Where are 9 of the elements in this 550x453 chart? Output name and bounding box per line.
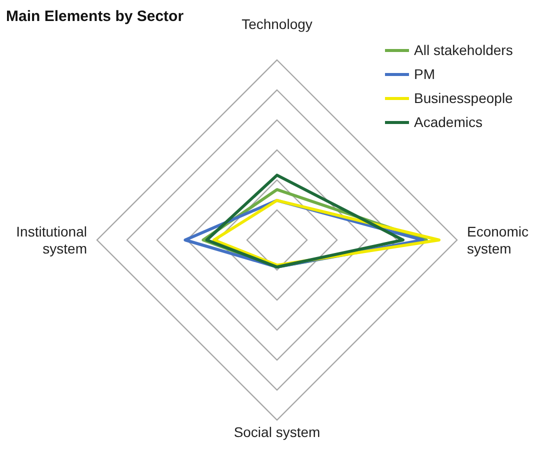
legend-label: Academics: [414, 114, 482, 130]
legend-label: All stakeholders: [414, 42, 513, 58]
chart-title: Main Elements by Sector: [6, 8, 184, 25]
legend-label: Businesspeople: [414, 90, 513, 106]
spoke-label: Social system: [234, 424, 320, 440]
spoke-label: Institutional system: [16, 224, 87, 256]
legend-label: PM: [414, 66, 435, 82]
spoke-label: Technology: [242, 16, 312, 32]
spoke-label: Economic system: [467, 224, 528, 256]
